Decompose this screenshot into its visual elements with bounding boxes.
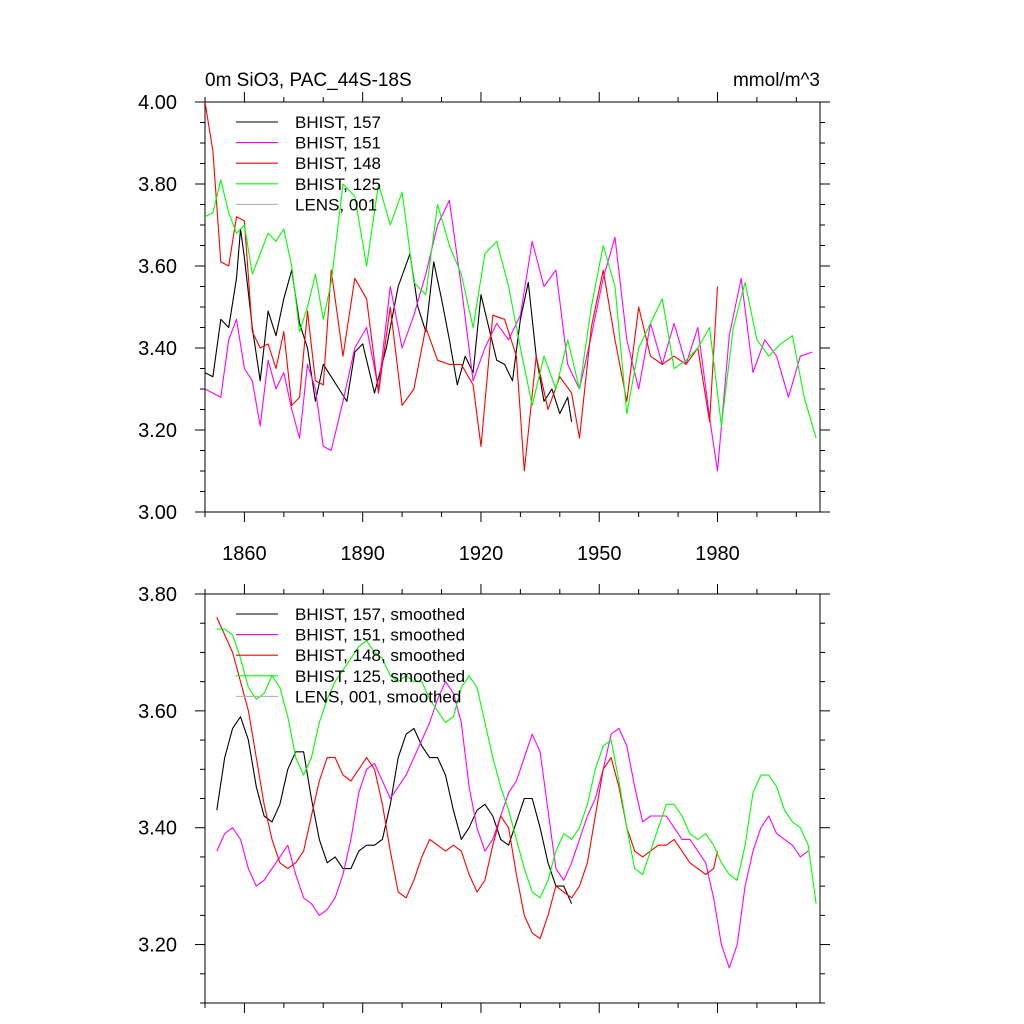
top-x-tick-label: 1920 xyxy=(459,543,504,565)
top-y-tick-label: 3.60 xyxy=(138,256,177,278)
top-x-tick-label: 1980 xyxy=(695,543,740,565)
bottom-legend-label: BHIST, 157, smoothed xyxy=(295,605,465,624)
bottom-series-line-0 xyxy=(216,716,573,904)
top-y-tick-label: 3.20 xyxy=(138,420,177,442)
bottom-series-line-3 xyxy=(216,628,817,904)
top-legend-label: LENS, 001 xyxy=(295,195,377,214)
bottom-legend-label: LENS, 001, smoothed xyxy=(295,687,461,706)
top-series-line-2 xyxy=(205,102,719,472)
bottom-panel: 3.20 3.40 3.60 3.80 BHIST, 157, smoothed BHIS… xyxy=(138,584,830,1013)
top-legend-label: BHIST, 148 xyxy=(295,154,381,173)
top-legend-label: BHIST, 151 xyxy=(295,134,381,153)
bottom-y-tick-label: 3.40 xyxy=(138,818,177,840)
top-legend-label: BHIST, 125 xyxy=(295,175,381,194)
bottom-series-line-1 xyxy=(216,681,809,969)
bottom-legend-label: BHIST, 148, smoothed xyxy=(295,646,465,665)
top-x-tick-label: 1950 xyxy=(577,543,622,565)
top-series-line-3 xyxy=(205,179,817,439)
top-series-line-0 xyxy=(205,228,573,422)
top-legend-label: BHIST, 157 xyxy=(295,113,381,132)
units-label: mmol/m^3 xyxy=(733,70,820,91)
top-panel: 1860 1890 1920 1950 1980 3.00 3.20 3.40 3.60 3.80… xyxy=(138,92,830,565)
top-y-tick-label: 3.40 xyxy=(138,338,177,360)
top-y-tick-label: 3.00 xyxy=(138,502,177,524)
bottom-legend-label: BHIST, 151, smoothed xyxy=(295,626,465,645)
top-x-tick-label: 1890 xyxy=(340,543,385,565)
top-y-tick-label: 3.80 xyxy=(138,174,177,196)
top-x-tick-label: 1860 xyxy=(222,543,267,565)
bottom-y-tick-label: 3.20 xyxy=(138,935,177,957)
bottom-y-tick-label: 3.60 xyxy=(138,701,177,723)
bottom-y-tick-label: 3.80 xyxy=(138,584,177,606)
bottom-legend-label: BHIST, 125, smoothed xyxy=(295,667,465,686)
top-series-line-1 xyxy=(205,199,813,472)
top-y-tick-label: 4.00 xyxy=(138,92,177,114)
plot-title: 0m SiO3, PAC_44S-18S xyxy=(205,70,412,91)
bottom-series-line-2 xyxy=(216,617,719,940)
